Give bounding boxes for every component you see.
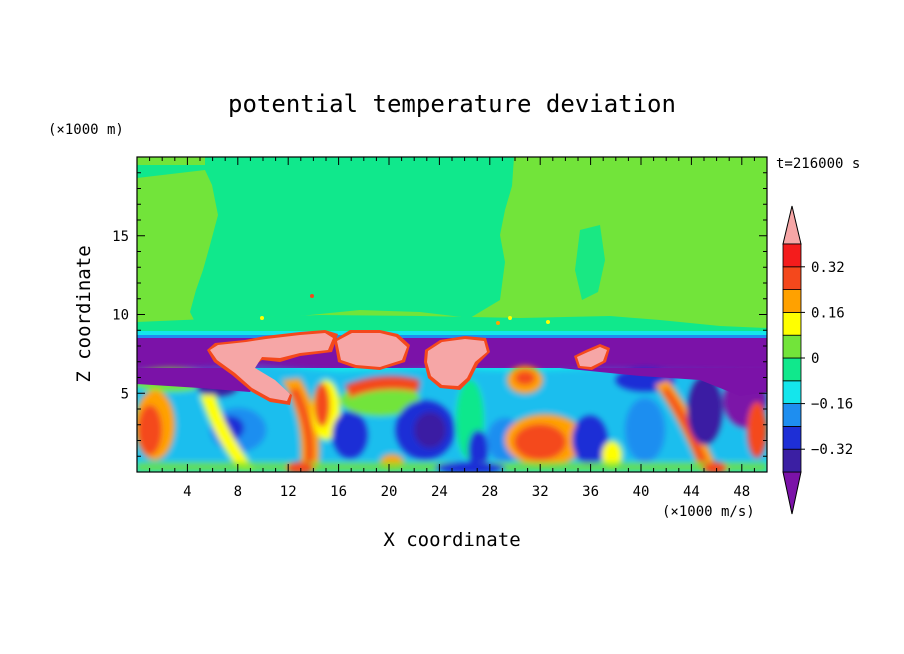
chart-title: potential temperature deviation [228, 90, 676, 118]
x-tick-label: 24 [431, 484, 448, 500]
colorbar-swatch [782, 357, 802, 382]
x-tick-label: 44 [683, 484, 700, 500]
y-unit-label: (×1000 m) [48, 122, 124, 138]
time-label: t=216000 s [776, 156, 860, 172]
colorbar-top-arrow [782, 205, 802, 245]
y-tick-label: 15 [112, 229, 129, 245]
y-tick-label: 5 [121, 386, 129, 402]
x-tick-label: 20 [381, 484, 398, 500]
x-tick-label: 12 [280, 484, 297, 500]
warm-cell-3-core [427, 339, 487, 386]
colorbar-tick-label: 0.16 [811, 305, 845, 321]
colorbar-swatch [782, 425, 802, 450]
colorbar-swatch [782, 266, 802, 290]
x-axis-label: X coordinate [383, 529, 520, 551]
colorbar-swatch [782, 380, 802, 404]
x-tick-label: 28 [481, 484, 498, 500]
y-tick-label: 10 [112, 308, 129, 324]
colorbar-tick-label: −0.32 [811, 442, 853, 458]
boundary-blue-line [137, 335, 767, 338]
x-tick-label: 8 [234, 484, 242, 500]
boundary-cyan-line [137, 331, 767, 335]
colorbar-bottom-arrow [782, 471, 802, 515]
inversion-dip-1 [137, 368, 260, 392]
colorbar-swatch [782, 311, 802, 336]
x-tick-label: 36 [582, 484, 599, 500]
y-axis: 5 10 15 [112, 156, 767, 473]
x-tick-label: 16 [330, 484, 347, 500]
lower-layer [137, 365, 767, 472]
warm-cell-2-core [337, 333, 407, 367]
upper-layer-cool-region [137, 157, 514, 322]
x-tick-label: 48 [733, 484, 750, 500]
warm-cells [207, 294, 610, 405]
warm-cell-4-core [577, 347, 607, 367]
colorbar: 0.32 0.16 0 −0.16 −0.32 [782, 205, 853, 515]
colorbar-tick-label: 0.32 [811, 260, 845, 276]
upper-layer-cool-patch [575, 225, 605, 300]
y-axis-label: Z coordinate [73, 245, 95, 382]
inversion-dip-2 [560, 368, 767, 396]
colorbar-swatch [782, 334, 802, 359]
colorbar-tick-label: −0.16 [811, 397, 853, 413]
colorbar-swatch [782, 403, 802, 427]
x-unit-label: (×1000 m/s) [662, 504, 755, 520]
colorbar-swatch [782, 289, 802, 313]
plot-area [137, 157, 767, 472]
x-tick-label: 4 [183, 484, 191, 500]
x-tick-label: 32 [532, 484, 549, 500]
colorbar-tick-label: 0 [811, 351, 819, 367]
colorbar-swatch [782, 448, 802, 473]
warm-cell-1-core [210, 333, 333, 401]
x-tick-label: 40 [633, 484, 650, 500]
colorbar-swatch [782, 243, 802, 268]
x-axis: 4 8 12 16 20 24 28 32 36 40 44 48 [136, 157, 768, 500]
